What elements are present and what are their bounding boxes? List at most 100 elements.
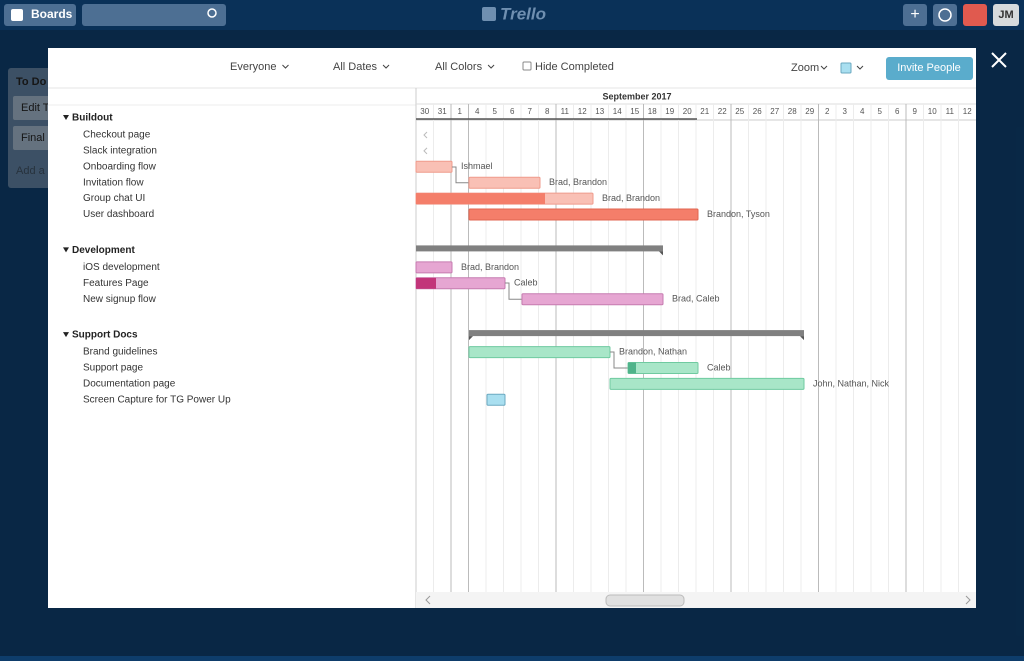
avatar[interactable]	[993, 4, 1019, 26]
task-assignees: Ishmael	[461, 161, 493, 171]
day-label: 6	[895, 107, 900, 116]
day-label: 26	[753, 107, 762, 116]
day-label: 11	[561, 107, 570, 116]
task-name[interactable]: Screen Capture for TG Power Up	[83, 394, 231, 405]
group-name[interactable]: Support Docs	[72, 330, 138, 341]
hide-completed-checkbox[interactable]	[522, 61, 532, 71]
scroll-arrows[interactable]	[425, 595, 971, 605]
day-label: 15	[630, 107, 639, 116]
group-name[interactable]: Buildout	[72, 113, 113, 124]
task-name[interactable]: Brand guidelines	[83, 347, 158, 358]
task-name[interactable]: iOS development	[83, 262, 160, 273]
day-label: 5	[493, 107, 498, 116]
task-assignees: Brandon, Nathan	[619, 346, 687, 356]
filter-dropdown[interactable]: All Colors	[435, 61, 483, 73]
group-summary-end	[659, 251, 663, 256]
filter-caret	[382, 64, 390, 69]
color-swatch[interactable]	[840, 62, 852, 74]
card-title: Final	[21, 132, 45, 144]
task-assignees: Brad, Brandon	[461, 262, 519, 272]
filter-dropdown[interactable]: Everyone	[230, 61, 276, 73]
day-label: 10	[928, 107, 937, 116]
logo-icon	[482, 7, 496, 21]
day-label: 12	[578, 107, 587, 116]
task-name[interactable]: User dashboard	[83, 209, 154, 220]
task-name[interactable]: Features Page	[83, 278, 149, 289]
filter-dropdown[interactable]: All Dates	[333, 61, 378, 73]
task-assignees: Brad, Brandon	[549, 177, 607, 187]
group-summary-start	[469, 336, 473, 341]
day-label: 21	[700, 107, 709, 116]
task-bar[interactable]	[468, 208, 699, 221]
group-toggle[interactable]	[63, 115, 69, 120]
hide-completed-label[interactable]: Hide Completed	[535, 61, 614, 73]
task-name[interactable]: Group chat UI	[83, 193, 145, 204]
offscreen-arrow	[423, 131, 428, 139]
task-assignees: Brandon, Tyson	[707, 209, 770, 219]
close-button[interactable]	[991, 52, 1007, 68]
day-label: 5	[878, 107, 883, 116]
day-label: 19	[665, 107, 674, 116]
dependency-link	[610, 351, 628, 369]
task-name[interactable]: Checkout page	[83, 130, 151, 141]
notifications-button[interactable]	[963, 4, 987, 26]
task-bar[interactable]	[468, 176, 541, 189]
day-label: 13	[595, 107, 604, 116]
day-label: 28	[788, 107, 797, 116]
day-label: 12	[963, 107, 972, 116]
task-assignees: Caleb	[514, 278, 538, 288]
add-card[interactable]: Add a	[16, 165, 46, 177]
group-name[interactable]: Development	[72, 245, 135, 256]
dependency-link	[452, 166, 469, 184]
day-label: 18	[648, 107, 657, 116]
day-label: 4	[475, 107, 480, 116]
task-bar[interactable]	[468, 346, 611, 359]
task-progress	[416, 193, 545, 205]
day-label: 29	[805, 107, 814, 116]
invite-button[interactable]	[886, 57, 973, 80]
zoom-label[interactable]: Zoom	[791, 62, 819, 74]
dependency-link	[505, 282, 522, 300]
day-label: 7	[528, 107, 533, 116]
group-toggle[interactable]	[63, 247, 69, 253]
day-label: 8	[545, 107, 550, 116]
filter-caret	[282, 64, 289, 69]
day-label: 6	[510, 107, 515, 116]
month-label: September 2017	[602, 91, 671, 101]
day-label: 22	[718, 107, 727, 116]
task-bar[interactable]	[415, 160, 453, 173]
task-name[interactable]: Onboarding flow	[83, 161, 157, 172]
task-progress	[416, 277, 436, 289]
task-bar[interactable]	[627, 362, 699, 374]
task-name[interactable]: Documentation page	[83, 379, 176, 390]
task-name[interactable]: Invitation flow	[83, 177, 144, 188]
avatar-initials: JM	[998, 9, 1013, 21]
add-button[interactable]	[903, 4, 927, 26]
group-toggle[interactable]	[63, 332, 69, 338]
day-label: 9	[913, 107, 918, 116]
task-assignees: Caleb	[707, 362, 731, 372]
task-name[interactable]: Slack integration	[83, 146, 157, 157]
invite-label: Invite People	[897, 62, 961, 74]
day-label: 31	[438, 107, 447, 116]
logo: Trello	[500, 4, 546, 23]
offscreen-arrow	[423, 147, 428, 155]
card-title: Edit T	[21, 102, 50, 114]
search-box[interactable]	[82, 4, 226, 26]
search-icon	[207, 8, 217, 18]
task-bar[interactable]	[521, 293, 664, 306]
task-name[interactable]: Support page	[83, 363, 143, 374]
scroll-thumb[interactable]	[605, 594, 685, 607]
task-bar[interactable]	[415, 261, 453, 274]
day-label: 2	[825, 107, 830, 116]
info-button[interactable]	[933, 4, 957, 26]
task-name[interactable]: New signup flow	[83, 294, 157, 305]
task-bar[interactable]	[486, 393, 506, 406]
task-assignees: Brad, Caleb	[672, 294, 720, 304]
rows: Buildout Checkout page Slack integration On…	[63, 113, 890, 406]
group-summary-bar	[469, 330, 804, 337]
scrollbar	[416, 592, 976, 608]
task-bar[interactable]	[609, 377, 805, 390]
